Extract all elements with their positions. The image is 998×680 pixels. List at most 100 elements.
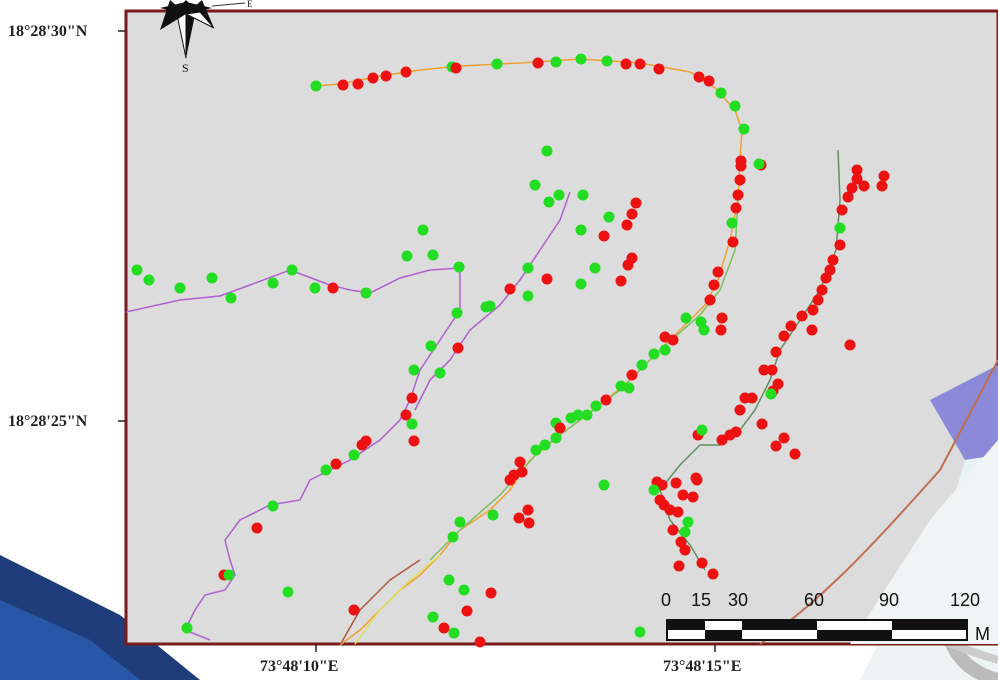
green-point — [453, 261, 465, 273]
red-point — [408, 435, 420, 447]
red-point — [734, 174, 746, 186]
green-point — [491, 58, 503, 70]
green-point — [698, 324, 710, 336]
green-point — [539, 439, 551, 451]
red-point — [330, 458, 342, 470]
red-point — [504, 283, 516, 295]
red-point — [380, 70, 392, 82]
green-point — [454, 516, 466, 528]
red-point — [367, 72, 379, 84]
lon-label-right: 73°48'15"E — [663, 658, 741, 675]
red-point — [656, 479, 668, 491]
green-point — [601, 55, 613, 67]
red-point — [766, 364, 778, 376]
map-frame — [124, 9, 998, 646]
scale-bar: 0 15 30 60 90 120 M — [661, 590, 990, 644]
scale-tick-30: 30 — [728, 590, 748, 610]
red-point — [708, 279, 720, 291]
red-point — [858, 180, 870, 192]
scale-tick-120: 120 — [950, 590, 980, 610]
red-point — [758, 364, 770, 376]
green-point — [522, 262, 534, 274]
red-point — [807, 304, 819, 316]
route-yellow — [354, 554, 441, 645]
red-point — [251, 522, 263, 534]
red-point — [693, 71, 705, 83]
red-point — [630, 197, 642, 209]
green-point — [696, 424, 708, 436]
green-point — [529, 179, 541, 191]
green-point — [543, 196, 555, 208]
green-point — [286, 264, 298, 276]
red-point — [746, 392, 758, 404]
red-point — [513, 512, 525, 524]
green-point — [310, 80, 322, 92]
red-point — [504, 474, 516, 486]
green-point — [623, 382, 635, 394]
green-point — [765, 388, 777, 400]
green-point — [550, 432, 562, 444]
green-point — [679, 526, 691, 538]
red-point — [406, 392, 418, 404]
green-point — [834, 222, 846, 234]
green-point — [425, 340, 437, 352]
red-point — [806, 324, 818, 336]
red-point — [796, 310, 808, 322]
green-point — [648, 484, 660, 496]
green-point — [738, 123, 750, 135]
green-point — [408, 364, 420, 376]
green-point — [553, 189, 565, 201]
green-point — [206, 272, 218, 284]
green-point — [447, 531, 459, 543]
red-point — [816, 284, 828, 296]
green-point — [225, 292, 237, 304]
green-point — [581, 409, 593, 421]
green-point — [309, 282, 321, 294]
scale-unit: M — [975, 624, 990, 644]
red-point — [778, 432, 790, 444]
red-point — [876, 180, 888, 192]
red-point — [712, 266, 724, 278]
green-point — [427, 249, 439, 261]
red-point — [653, 63, 665, 75]
green-point — [541, 145, 553, 157]
red-point — [673, 560, 685, 572]
lon-label-left: 73°48'10"E — [260, 658, 338, 675]
red-point — [400, 66, 412, 78]
red-point — [598, 230, 610, 242]
green-point — [572, 409, 584, 421]
red-point — [727, 236, 739, 248]
red-point — [735, 160, 747, 172]
decorative-ribbon — [0, 555, 200, 680]
red-point — [696, 557, 708, 569]
red-point — [842, 191, 854, 203]
green-point — [348, 449, 360, 461]
red-point — [704, 294, 716, 306]
red-point — [851, 173, 863, 185]
lat-label-mid: 18°28'25"N — [8, 413, 88, 430]
green-point — [522, 290, 534, 302]
green-point — [282, 586, 294, 598]
red-point — [600, 394, 612, 406]
green-point — [530, 444, 542, 456]
green-point — [417, 224, 429, 236]
red-point — [672, 506, 684, 518]
red-point — [812, 294, 824, 306]
red-point — [703, 75, 715, 87]
green-point — [451, 307, 463, 319]
green-point — [434, 367, 446, 379]
red-point — [846, 182, 858, 194]
green-point — [443, 574, 455, 586]
red-point — [621, 219, 633, 231]
green-point — [753, 158, 765, 170]
scale-tick-15: 15 — [691, 590, 711, 610]
red-point — [734, 404, 746, 416]
green-point — [636, 359, 648, 371]
green-point — [729, 100, 741, 112]
green-point — [589, 262, 601, 274]
red-point — [732, 189, 744, 201]
green-point — [267, 277, 279, 289]
red-point — [691, 474, 703, 486]
compass-rose-icon: S E — [160, 0, 253, 75]
